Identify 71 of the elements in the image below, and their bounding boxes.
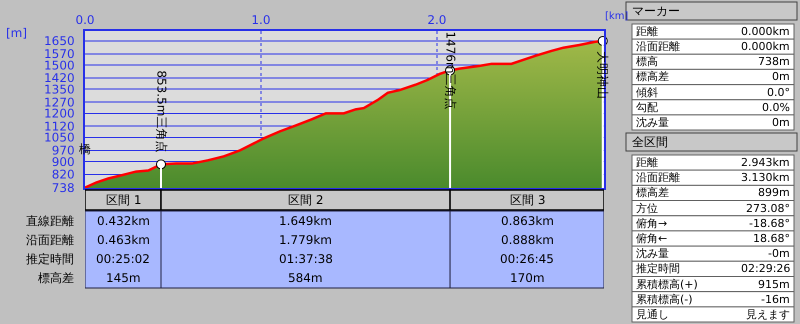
text: 00:26:45 (500, 252, 554, 266)
text: -18.68° (749, 217, 790, 230)
text: 推定時間 (26, 252, 74, 266)
y-tick-label: 1650 (44, 34, 75, 48)
text: 俯角← (636, 232, 668, 245)
text: 2.943km (741, 156, 790, 169)
text: 0.432km (97, 214, 150, 228)
text: 傾斜 (636, 86, 658, 99)
text: 累積標高(-) (636, 293, 693, 306)
x-tick-label: 0.0 (75, 13, 95, 28)
text: 0.463km (97, 233, 150, 247)
text: 見えます (746, 308, 790, 321)
text: 0m (772, 116, 790, 129)
text: 0.0° (767, 86, 790, 99)
text: 1.779km (279, 233, 332, 247)
text: 0m (772, 70, 790, 83)
text: 00:25:02 (96, 252, 150, 266)
y-axis-title: [m] (6, 26, 28, 40)
text: 3.130km (741, 171, 790, 184)
annotation: 1476m三角点 (443, 31, 458, 110)
x-tick-label: 2.0 (427, 13, 446, 28)
text: 標高 (636, 55, 658, 68)
y-tick-label: 1200 (44, 106, 75, 121)
text: 沈み量 (636, 247, 669, 260)
text: 沿面距離 (636, 40, 680, 53)
text: 584m (288, 271, 323, 285)
x-tick-label: 1.0 (251, 13, 270, 28)
text: 推定時間 (636, 262, 680, 275)
text: 1.649km (279, 214, 332, 228)
text: 沿面距離 (26, 233, 74, 247)
text: 0.863km (501, 214, 554, 228)
annotation: 大明神山 (596, 51, 610, 100)
text: 見通し (636, 308, 669, 321)
text: 273.08° (746, 202, 790, 215)
y-tick-label: 738 (52, 180, 75, 195)
text: 距離 (636, 156, 658, 169)
text: -0m (768, 247, 790, 260)
text: 俯角→ (636, 217, 668, 230)
text: 直線距離 (26, 214, 74, 228)
text: 沈み量 (636, 116, 669, 129)
text: 915m (758, 278, 790, 291)
text: 0.000km (741, 40, 790, 53)
text: 全区間 (632, 135, 668, 149)
text: 170m (510, 271, 545, 285)
text: 738m (758, 55, 790, 68)
text: 勾配 (636, 101, 658, 114)
y-tick-label: 1270 (44, 95, 75, 110)
text: 標高差 (636, 70, 669, 83)
text: -16m (761, 293, 790, 306)
text: 距離 (636, 25, 658, 38)
text: 区間 2 (288, 193, 324, 207)
text: マーカー (632, 4, 680, 18)
text: 0.888km (501, 233, 554, 247)
text: 区間 1 (106, 193, 142, 207)
text: 18.68° (753, 232, 790, 245)
annotation: 853.5m三角点 (154, 70, 168, 152)
text: 899m (758, 186, 790, 199)
text: 0.0% (762, 101, 790, 114)
text: 145m (106, 271, 141, 285)
text: 0.000km (741, 25, 790, 38)
text: 方位 (636, 202, 658, 215)
y-tick-label: 820 (52, 168, 75, 182)
y-tick-label: 1120 (44, 119, 75, 134)
text: 02:29:26 (741, 262, 790, 275)
text: 沿面距離 (636, 171, 680, 184)
text: 累積標高(+) (636, 278, 698, 291)
text: 標高差 (636, 186, 669, 199)
text: 01:37:38 (279, 252, 333, 266)
text: 区間 3 (510, 193, 546, 207)
y-tick-label: 1050 (44, 130, 75, 145)
text: 標高差 (38, 271, 74, 285)
